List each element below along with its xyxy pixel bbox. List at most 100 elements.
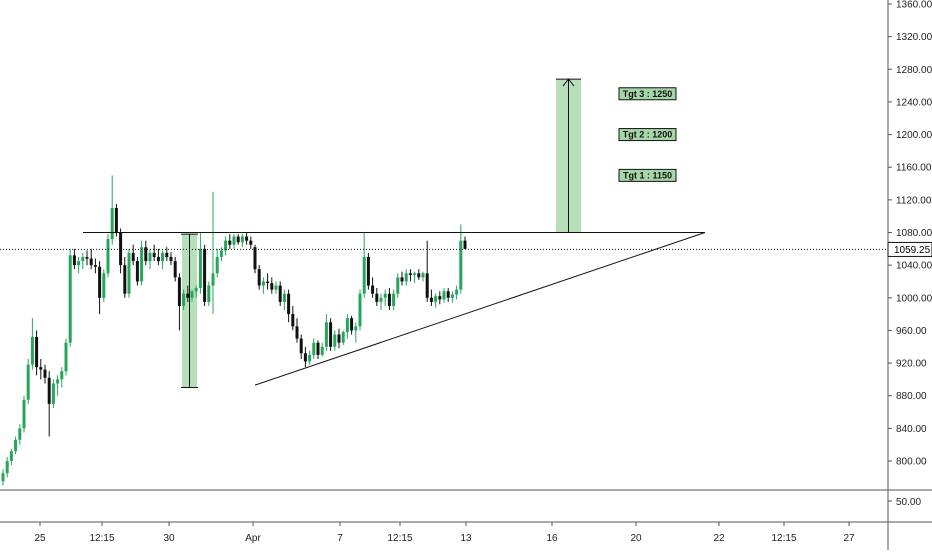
candle-body (35, 336, 39, 368)
candle-body (312, 342, 316, 355)
candle-body (219, 250, 223, 257)
candle-body (232, 236, 236, 245)
x-tick-label: 12:15 (89, 533, 114, 544)
candle-body (450, 294, 454, 298)
x-tick-label: 30 (163, 533, 175, 544)
y-tick-label: 1000.00 (896, 293, 932, 304)
last-price-badge (887, 241, 932, 257)
candle-body (190, 291, 194, 298)
candle-body (140, 247, 144, 282)
candle-body (299, 338, 303, 354)
candle-body (198, 248, 202, 288)
last-price-label: 1059.25 (894, 245, 931, 256)
plot-area: Tgt 3 : 1250 Tgt 2 : 1200 Tgt 1 : 1150 (0, 78, 888, 486)
y-tick-label: 1320.00 (896, 32, 932, 43)
candle-body (295, 326, 299, 339)
candle-body (396, 277, 400, 294)
candle-body (387, 293, 391, 306)
x-tick-label: Apr (245, 533, 261, 544)
candle-body (417, 273, 421, 278)
candle-body (5, 461, 9, 474)
candle-body (228, 240, 232, 245)
candle-body (316, 342, 320, 355)
candle-body (383, 293, 387, 298)
candle-body (421, 273, 425, 278)
candle-body (102, 273, 106, 298)
candle-body (341, 332, 345, 343)
candle-body (18, 428, 22, 440)
candle-body (434, 296, 438, 302)
target-label-box (618, 87, 677, 101)
candle-body (245, 236, 249, 241)
candle-body (429, 297, 433, 302)
y-tick-label: 880.00 (896, 391, 927, 402)
candle-body (77, 261, 81, 266)
target-arrowhead (562, 78, 575, 87)
candle-body (379, 297, 383, 302)
candle-body (165, 252, 169, 257)
candle-body (30, 336, 34, 365)
candle-body (43, 369, 47, 378)
target-label: Tgt 1 : 1150 (623, 170, 672, 180)
candle-body (194, 287, 198, 292)
x-tick-label: 16 (546, 533, 558, 544)
candle-body (308, 354, 312, 362)
candle-body (375, 293, 379, 302)
candle-body (161, 252, 165, 262)
candle-body (135, 261, 139, 282)
y-tick-label: 1160.00 (896, 163, 932, 174)
candle-body (39, 367, 43, 370)
y-tick-label: 1080.00 (896, 228, 932, 239)
candle-body (119, 232, 123, 266)
candle-body (337, 334, 341, 343)
candle-body (114, 208, 118, 233)
candle-body (404, 273, 408, 282)
candle-body (110, 208, 114, 240)
candle-body (60, 371, 64, 380)
candle-body (144, 247, 148, 262)
candle-body (282, 293, 286, 302)
candle-body (85, 256, 89, 259)
candle-body (362, 256, 366, 294)
y-tick-label: 800.00 (896, 457, 927, 468)
candle-body (278, 285, 282, 302)
candle-body (224, 240, 228, 251)
candle-body (89, 258, 93, 266)
candle-body (345, 318, 349, 333)
candle-body (413, 273, 417, 275)
candle-body (215, 256, 219, 274)
y-tick-label: 840.00 (896, 424, 927, 435)
candle-body (320, 346, 324, 355)
candle-body (270, 283, 274, 290)
candle-body (81, 256, 85, 262)
candle-body (291, 314, 295, 327)
x-tick-label: 12:15 (771, 533, 796, 544)
candle-body (156, 256, 160, 262)
candle-body (152, 252, 156, 257)
candle-body (371, 285, 375, 294)
candle-body (266, 281, 270, 284)
candle-body (68, 255, 72, 343)
candle-body (207, 285, 211, 302)
candle-body (459, 240, 463, 290)
candle-body (261, 281, 265, 286)
y-tick-label: 920.00 (896, 359, 927, 370)
candle-body (56, 379, 60, 384)
candle-body (72, 255, 76, 266)
candle-body (438, 296, 442, 300)
candle-body (354, 326, 358, 331)
candle-body (186, 293, 190, 298)
candle-body (93, 265, 97, 267)
candle-body (64, 342, 68, 372)
candle-body (303, 353, 307, 362)
candle-body (1, 473, 5, 482)
x-tick-label: 20 (630, 533, 642, 544)
candle-body (182, 293, 186, 306)
candle-body (392, 293, 396, 306)
y-tick-label: 1280.00 (896, 65, 932, 76)
candle-body (253, 247, 257, 270)
candle-body (236, 236, 240, 243)
